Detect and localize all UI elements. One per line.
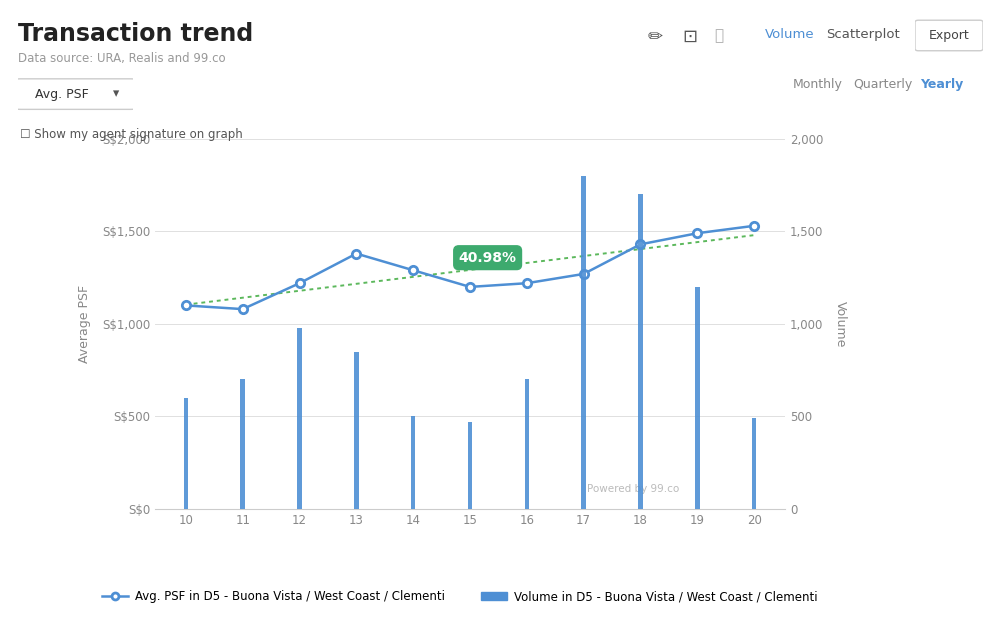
Text: Yearly: Yearly [920, 78, 963, 91]
Text: Export: Export [929, 29, 969, 42]
FancyBboxPatch shape [15, 79, 136, 109]
Bar [354, 352, 359, 509]
Bar [468, 422, 472, 509]
Text: 40.98%: 40.98% [459, 251, 517, 265]
Text: Powered by 99.co: Powered by 99.co [587, 484, 679, 494]
Bar [184, 398, 188, 509]
Text: ✏: ✏ [648, 28, 663, 46]
Text: Avg. PSF: Avg. PSF [35, 88, 89, 101]
Bar [695, 287, 700, 509]
FancyBboxPatch shape [915, 20, 983, 51]
Bar [525, 379, 529, 509]
Bar [240, 379, 245, 509]
Text: Quarterly: Quarterly [853, 78, 912, 91]
Text: Scatterplot: Scatterplot [826, 28, 900, 41]
Text: ▾: ▾ [113, 88, 119, 101]
Text: Data source: URA, Realis and 99.co: Data source: URA, Realis and 99.co [18, 52, 226, 65]
Bar [411, 416, 415, 509]
Bar [752, 418, 756, 509]
Bar [638, 194, 643, 509]
Text: ⊡: ⊡ [682, 28, 697, 46]
Y-axis label: Volume: Volume [834, 300, 847, 347]
Legend: Avg. PSF in D5 - Buona Vista / West Coast / Clementi, Volume in D5 - Buona Vista: Avg. PSF in D5 - Buona Vista / West Coas… [98, 586, 822, 608]
Text: 🗑: 🗑 [714, 28, 723, 43]
Text: Transaction trend: Transaction trend [18, 22, 253, 46]
Text: Monthly: Monthly [793, 78, 843, 91]
Bar [581, 176, 586, 509]
Bar [297, 328, 302, 509]
Text: Volume: Volume [765, 28, 815, 41]
Text: ☐ Show my agent signature on graph: ☐ Show my agent signature on graph [20, 128, 243, 141]
Y-axis label: Average PSF: Average PSF [78, 285, 91, 363]
